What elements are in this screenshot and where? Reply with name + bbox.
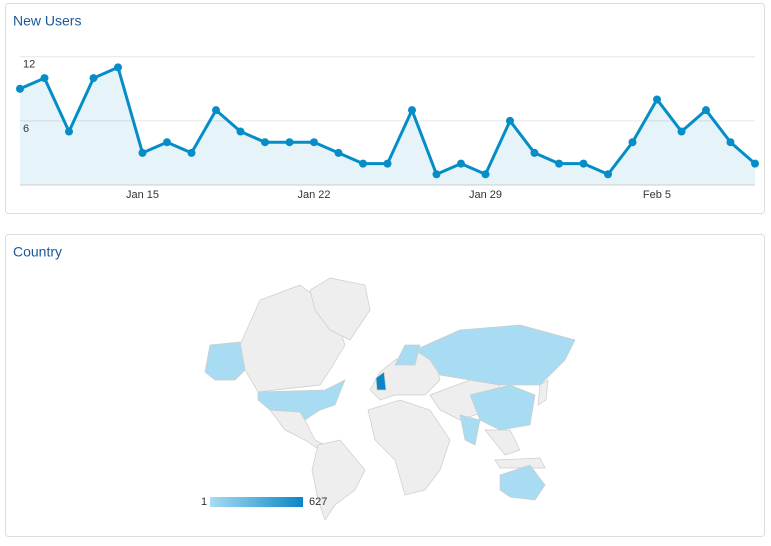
color-scale <box>210 497 303 507</box>
panel-title: New Users <box>13 13 81 29</box>
point <box>628 138 637 147</box>
country <box>499 464 546 501</box>
country <box>204 341 246 381</box>
point <box>65 127 73 136</box>
point <box>702 106 710 115</box>
scale-max-label: 627 <box>309 496 327 508</box>
world-map <box>204 277 576 521</box>
x-tick-label: Jan 15 <box>126 189 159 201</box>
point <box>457 159 465 168</box>
point <box>114 63 122 72</box>
point <box>285 138 294 147</box>
point <box>236 127 245 136</box>
country <box>394 344 421 366</box>
point <box>359 159 367 168</box>
point <box>481 170 490 179</box>
point <box>555 159 563 168</box>
point <box>751 159 759 168</box>
country <box>309 277 371 341</box>
point <box>408 106 416 115</box>
point <box>579 159 588 168</box>
country <box>537 379 549 406</box>
y-tick-label: 12 <box>23 59 35 71</box>
country <box>494 457 546 469</box>
scale-min-label: 1 <box>201 496 207 508</box>
country <box>367 399 451 496</box>
x-tick-label: Feb 5 <box>643 189 671 201</box>
point <box>138 148 147 157</box>
point <box>334 148 343 157</box>
y-tick-label: 6 <box>23 123 29 135</box>
x-tick-label: Jan 29 <box>469 189 502 201</box>
point <box>604 170 612 179</box>
point <box>726 138 735 147</box>
point <box>506 116 514 125</box>
point <box>16 84 24 93</box>
point <box>383 159 392 168</box>
point <box>261 138 269 147</box>
country <box>414 324 576 386</box>
country <box>257 379 346 421</box>
point <box>40 74 49 83</box>
area <box>20 67 755 185</box>
point <box>653 95 661 104</box>
point <box>677 127 686 136</box>
panel <box>5 3 765 214</box>
point <box>432 170 441 179</box>
point <box>310 138 318 147</box>
point <box>187 148 196 157</box>
point <box>212 106 220 115</box>
point <box>89 74 98 83</box>
line-chart: 6 12 Jan 15 Jan 22 Jan 29 Feb 5 <box>16 56 759 201</box>
country <box>459 414 481 446</box>
point <box>530 148 539 157</box>
country <box>375 371 387 391</box>
point <box>163 138 171 147</box>
x-tick-label: Jan 22 <box>297 189 330 201</box>
country <box>311 439 366 521</box>
panel-title: Country <box>13 244 62 260</box>
